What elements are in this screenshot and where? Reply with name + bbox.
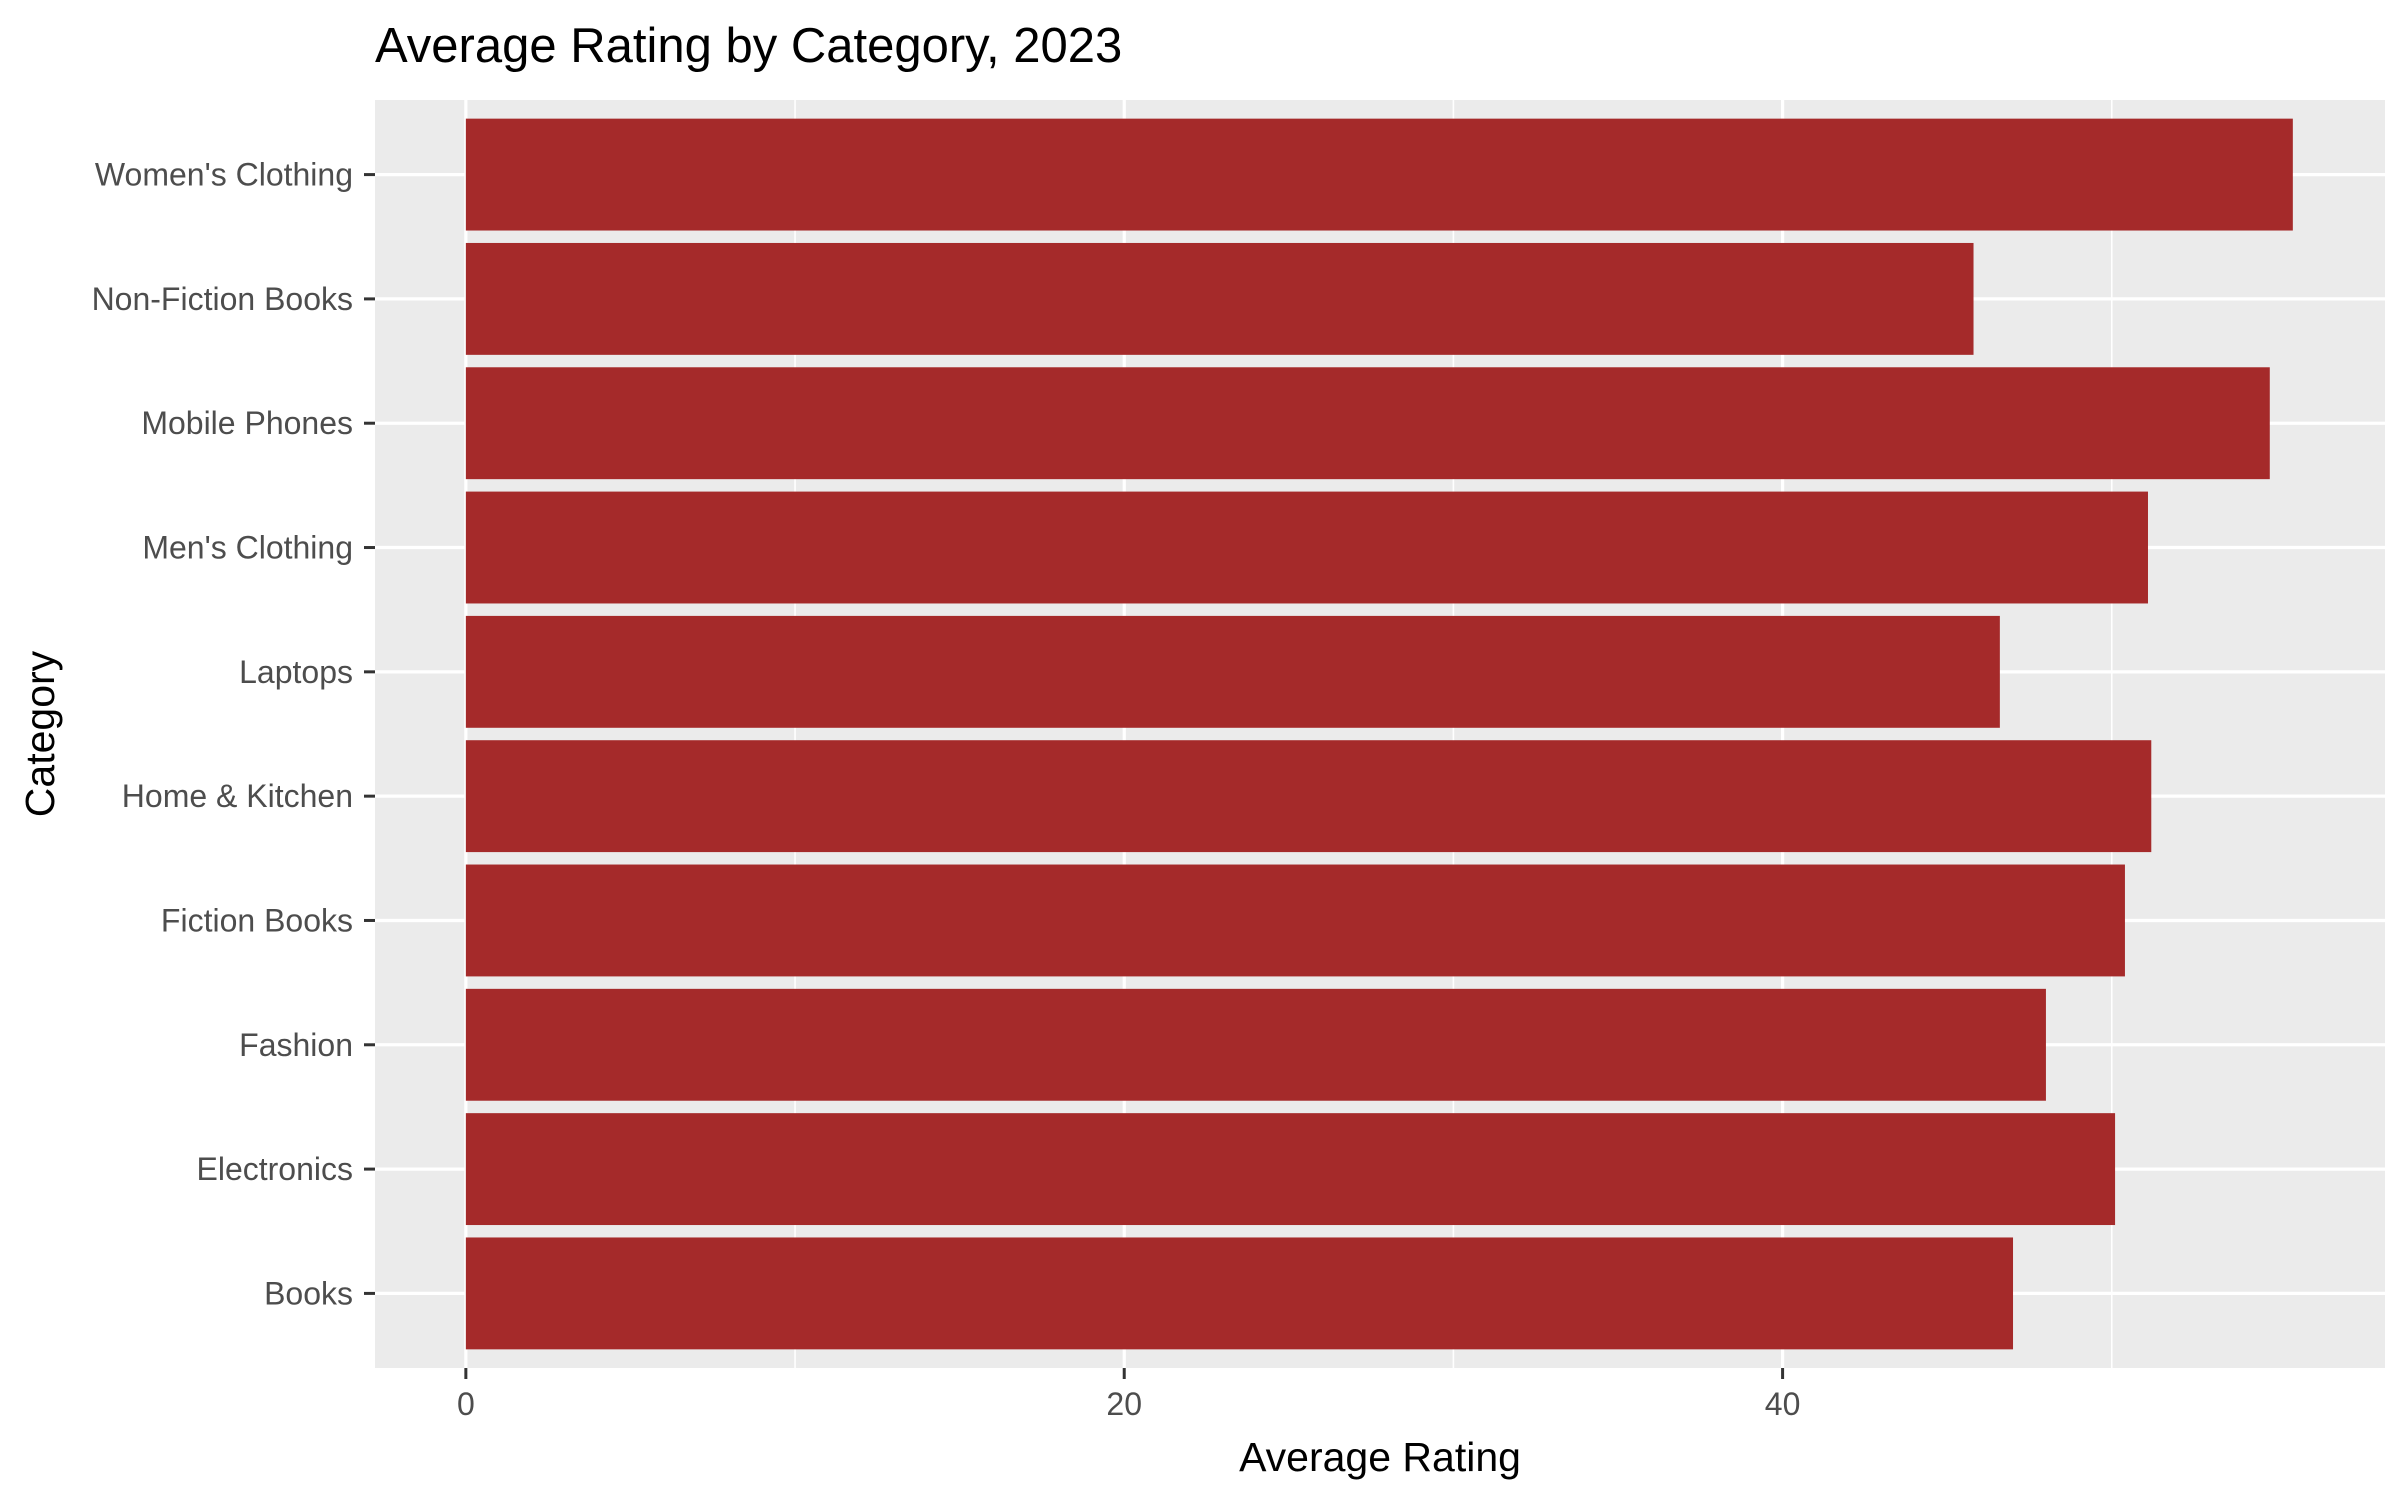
- y-tick-label: Electronics: [197, 1151, 354, 1187]
- y-axis-title: Category: [17, 650, 63, 817]
- bars: [465, 118, 2293, 1350]
- bar: [465, 118, 2293, 231]
- chart-title: Average Rating by Category, 2023: [375, 19, 1122, 73]
- x-tick-label: 0: [457, 1386, 475, 1422]
- y-tick-label: Women's Clothing: [95, 157, 353, 193]
- y-tick-label: Mobile Phones: [141, 405, 353, 441]
- bar: [465, 740, 2152, 853]
- y-tick-label: Fashion: [239, 1027, 353, 1063]
- x-axis: 0 20 40: [457, 1368, 1800, 1422]
- x-tick-label: 20: [1106, 1386, 1142, 1422]
- y-tick-label: Fiction Books: [161, 902, 353, 938]
- bar: [465, 1237, 2014, 1350]
- y-tick-label: Men's Clothing: [142, 530, 353, 566]
- bar: [465, 1113, 2116, 1226]
- bar: [465, 864, 2125, 977]
- bar: [465, 615, 2000, 728]
- y-tick-label: Non-Fiction Books: [92, 281, 353, 317]
- y-tick-label: Books: [264, 1275, 353, 1311]
- bar: [465, 491, 2148, 604]
- y-tick-label: Home & Kitchen: [122, 778, 353, 814]
- bar: [465, 367, 2270, 480]
- y-tick-label: Laptops: [239, 654, 353, 690]
- y-axis: Books Electronics Fashion Fiction Books Home…: [92, 157, 375, 1311]
- x-tick-label: 40: [1765, 1386, 1801, 1422]
- bar: [465, 242, 1974, 355]
- bar: [465, 988, 2046, 1101]
- x-axis-title: Average Rating: [1239, 1434, 1521, 1480]
